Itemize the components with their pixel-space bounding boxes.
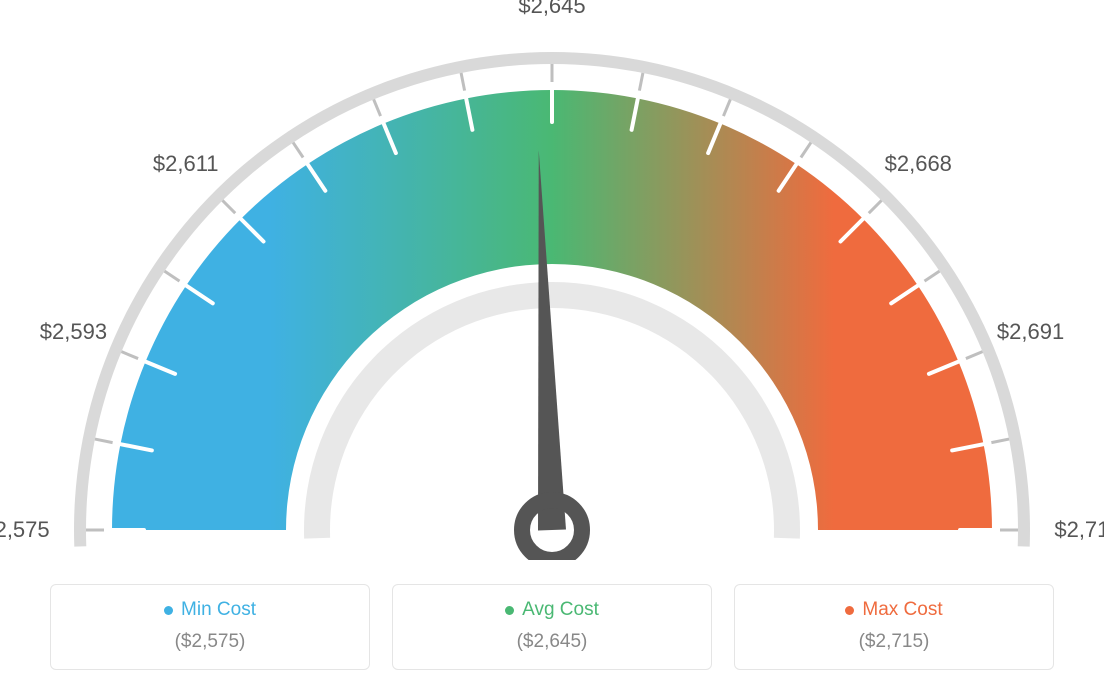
legend-card-avg: Avg Cost ($2,645) [392,584,712,670]
cost-gauge-widget: $2,575 $2,593 $2,611 $2,645 $2,668 $2,691 $2,7… [0,0,1104,690]
legend-label: Min Cost [181,599,256,621]
legend-label: Max Cost [862,599,942,621]
gauge-tick-label: $2,593 [40,319,107,345]
legend-title-max: Max Cost [845,599,942,621]
gauge-chart: $2,575 $2,593 $2,611 $2,645 $2,668 $2,691 $2,7… [0,0,1104,560]
legend-card-min: Min Cost ($2,575) [50,584,370,670]
gauge-tick-label: $2,691 [997,319,1064,345]
gauge-tick-label: $2,668 [885,151,952,177]
gauge-tick-label: $2,645 [518,0,585,19]
gauge-tick-label: $2,575 [0,517,50,543]
gauge-tick-label: $2,715 [1054,517,1104,543]
gauge-svg [0,0,1104,560]
legend-card-max: Max Cost ($2,715) [734,584,1054,670]
legend-label: Avg Cost [522,599,599,621]
legend-title-min: Min Cost [164,599,256,621]
gauge-tick-label: $2,611 [153,151,219,177]
dot-icon [845,606,854,615]
legend-value: ($2,575) [71,631,349,653]
dot-icon [505,606,514,615]
legend-row: Min Cost ($2,575) Avg Cost ($2,645) Max … [0,584,1104,670]
dot-icon [164,606,173,615]
legend-title-avg: Avg Cost [505,599,599,621]
legend-value: ($2,645) [413,631,691,653]
legend-value: ($2,715) [755,631,1033,653]
